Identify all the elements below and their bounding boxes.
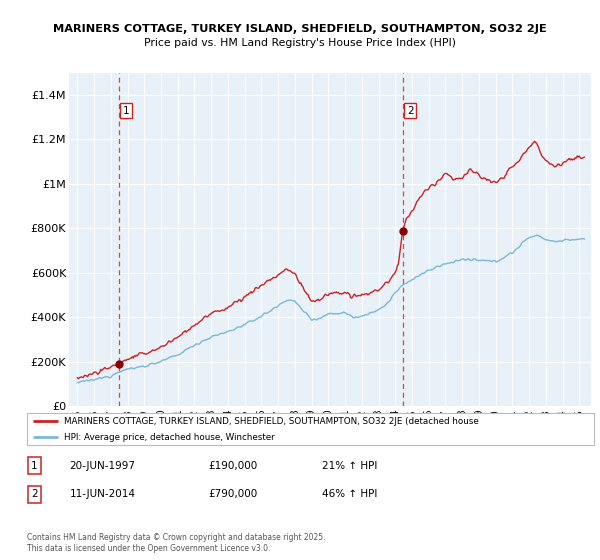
- Text: 1: 1: [31, 460, 38, 470]
- Text: 2: 2: [407, 106, 413, 115]
- Text: 21% ↑ HPI: 21% ↑ HPI: [322, 460, 377, 470]
- Text: 11-JUN-2014: 11-JUN-2014: [70, 489, 136, 500]
- Text: Price paid vs. HM Land Registry's House Price Index (HPI): Price paid vs. HM Land Registry's House …: [144, 38, 456, 48]
- Text: Contains HM Land Registry data © Crown copyright and database right 2025.
This d: Contains HM Land Registry data © Crown c…: [27, 534, 325, 553]
- Text: 1: 1: [123, 106, 130, 115]
- Text: 20-JUN-1997: 20-JUN-1997: [70, 460, 136, 470]
- Text: HPI: Average price, detached house, Winchester: HPI: Average price, detached house, Winc…: [64, 432, 275, 442]
- Text: 2: 2: [31, 489, 38, 500]
- Text: MARINERS COTTAGE, TURKEY ISLAND, SHEDFIELD, SOUTHAMPTON, SO32 2JE (detached hous: MARINERS COTTAGE, TURKEY ISLAND, SHEDFIE…: [64, 417, 479, 426]
- Text: MARINERS COTTAGE, TURKEY ISLAND, SHEDFIELD, SOUTHAMPTON, SO32 2JE: MARINERS COTTAGE, TURKEY ISLAND, SHEDFIE…: [53, 24, 547, 34]
- Text: 46% ↑ HPI: 46% ↑ HPI: [322, 489, 377, 500]
- Text: £190,000: £190,000: [208, 460, 257, 470]
- Text: £790,000: £790,000: [208, 489, 257, 500]
